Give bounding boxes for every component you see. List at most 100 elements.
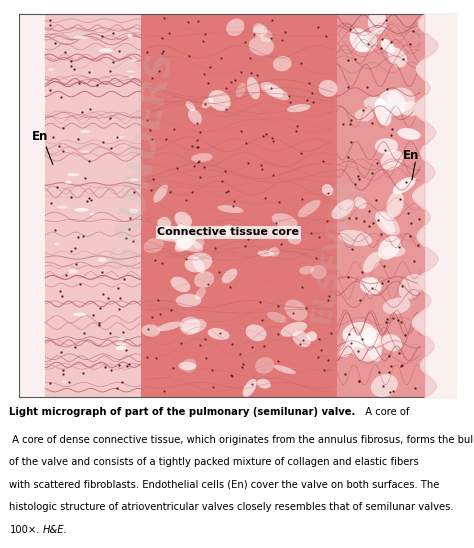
Text: En: En	[403, 149, 419, 162]
Ellipse shape	[375, 212, 395, 235]
Ellipse shape	[364, 97, 384, 110]
Ellipse shape	[188, 109, 202, 124]
Text: ELSEVIER: ELSEVIER	[306, 176, 359, 327]
Ellipse shape	[67, 173, 79, 176]
Ellipse shape	[195, 288, 206, 300]
Text: with scattered fibroblasts. Endothelial cells (​En​) cover the valve on both sur: with scattered fibroblasts. Endothelial …	[9, 480, 440, 490]
Ellipse shape	[184, 253, 212, 272]
Bar	[141, 14, 337, 397]
Ellipse shape	[80, 130, 91, 133]
Ellipse shape	[257, 250, 274, 256]
Ellipse shape	[307, 331, 317, 341]
Ellipse shape	[260, 82, 283, 98]
Ellipse shape	[236, 83, 246, 97]
Ellipse shape	[48, 68, 54, 71]
Text: En: En	[32, 130, 48, 143]
Ellipse shape	[360, 277, 382, 294]
Ellipse shape	[177, 238, 203, 252]
Ellipse shape	[191, 153, 213, 162]
Ellipse shape	[73, 313, 86, 316]
Ellipse shape	[399, 274, 424, 299]
Ellipse shape	[298, 200, 320, 217]
Ellipse shape	[118, 338, 125, 340]
Text: Connective tissue core: Connective tissue core	[157, 227, 299, 237]
Ellipse shape	[193, 236, 204, 249]
Ellipse shape	[57, 206, 68, 209]
Ellipse shape	[127, 71, 135, 72]
Ellipse shape	[375, 138, 398, 154]
Ellipse shape	[174, 224, 192, 249]
Ellipse shape	[253, 25, 267, 37]
Ellipse shape	[387, 88, 415, 112]
Ellipse shape	[357, 32, 377, 52]
Ellipse shape	[273, 56, 292, 71]
Text: H&E.: H&E.	[42, 525, 67, 535]
Ellipse shape	[81, 151, 90, 153]
Ellipse shape	[253, 23, 264, 33]
Ellipse shape	[361, 328, 381, 346]
Ellipse shape	[284, 300, 308, 321]
Ellipse shape	[342, 322, 376, 347]
Ellipse shape	[287, 104, 310, 112]
Ellipse shape	[208, 328, 229, 340]
Ellipse shape	[128, 76, 134, 78]
Ellipse shape	[117, 342, 127, 345]
Ellipse shape	[363, 252, 381, 273]
Ellipse shape	[382, 334, 402, 351]
Ellipse shape	[247, 77, 260, 99]
Ellipse shape	[398, 128, 420, 140]
Ellipse shape	[99, 48, 113, 53]
Ellipse shape	[260, 30, 273, 42]
Ellipse shape	[74, 208, 89, 212]
Text: Light micrograph of part of the pulmonary (semilunar) valve.: Light micrograph of part of the pulmonar…	[9, 407, 356, 417]
Ellipse shape	[55, 243, 60, 245]
Ellipse shape	[393, 177, 416, 194]
Bar	[19, 14, 455, 29]
Ellipse shape	[174, 212, 192, 228]
Ellipse shape	[264, 85, 289, 100]
Ellipse shape	[157, 217, 171, 230]
Ellipse shape	[272, 213, 298, 229]
Ellipse shape	[249, 36, 274, 55]
Ellipse shape	[158, 233, 186, 242]
Ellipse shape	[61, 381, 66, 383]
Ellipse shape	[90, 213, 94, 215]
Ellipse shape	[178, 362, 196, 370]
Ellipse shape	[180, 317, 201, 335]
Ellipse shape	[171, 277, 190, 292]
Ellipse shape	[355, 109, 374, 121]
Ellipse shape	[157, 322, 182, 331]
Text: A core of dense connective tissue, which originates from the annulus fibrosus, f: A core of dense connective tissue, which…	[9, 435, 474, 445]
Ellipse shape	[331, 199, 354, 219]
Bar	[45, 14, 141, 397]
Ellipse shape	[116, 346, 127, 350]
Ellipse shape	[73, 36, 88, 39]
Ellipse shape	[98, 258, 107, 262]
Ellipse shape	[371, 374, 398, 397]
Ellipse shape	[374, 98, 392, 126]
Ellipse shape	[319, 80, 337, 97]
Ellipse shape	[281, 322, 307, 337]
Ellipse shape	[382, 246, 406, 257]
Ellipse shape	[273, 365, 296, 374]
Ellipse shape	[130, 59, 137, 61]
Ellipse shape	[142, 324, 160, 337]
Ellipse shape	[144, 238, 164, 253]
Ellipse shape	[256, 379, 271, 389]
Ellipse shape	[153, 185, 168, 203]
Ellipse shape	[226, 19, 245, 36]
Ellipse shape	[352, 334, 383, 362]
Ellipse shape	[186, 101, 195, 111]
Ellipse shape	[400, 101, 420, 116]
Ellipse shape	[182, 358, 197, 373]
Ellipse shape	[174, 235, 196, 252]
Ellipse shape	[128, 33, 132, 38]
Ellipse shape	[368, 344, 382, 362]
Ellipse shape	[381, 39, 395, 53]
Ellipse shape	[378, 236, 401, 260]
Ellipse shape	[267, 312, 286, 323]
Bar	[425, 14, 455, 397]
Text: 100×.: 100×.	[9, 525, 40, 535]
Ellipse shape	[65, 180, 72, 184]
Ellipse shape	[388, 48, 407, 67]
